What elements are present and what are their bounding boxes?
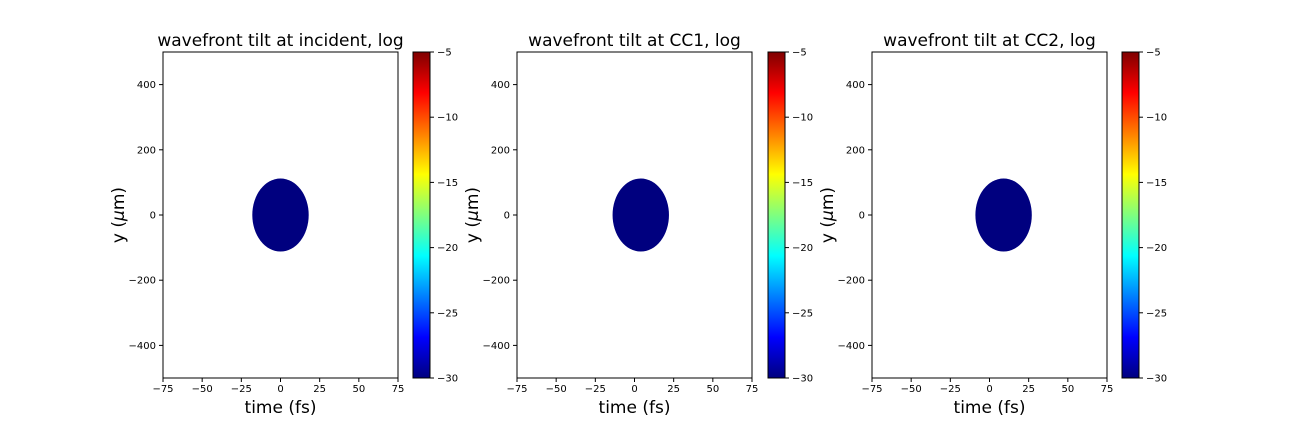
colorbar-tick-label: −15 <box>1146 178 1167 189</box>
colorbar-tick-label: −5 <box>1146 48 1161 59</box>
chart-title: wavefront tilt at incident, log <box>157 31 403 51</box>
y-tick-label: 0 <box>859 211 865 222</box>
y-tick-label: −400 <box>129 341 156 352</box>
colorbar-tick-label: −10 <box>792 113 813 124</box>
y-axis-label-unit: m) <box>109 187 129 210</box>
y-tick-label: 400 <box>137 80 156 91</box>
colorbar-tick-label: −5 <box>437 48 452 59</box>
chart-panel-2: −75 −50 −25 0 25 50 75 −400 −200 0 200 400 wavefront… <box>463 31 813 418</box>
x-tick-label: −75 <box>152 384 173 395</box>
y-tick-label: 200 <box>137 145 156 156</box>
x-tick-label: −25 <box>231 384 252 395</box>
x-tick-label: 0 <box>631 384 637 395</box>
x-tick-label: 25 <box>1022 384 1035 395</box>
colorbar-gradient <box>1122 52 1139 378</box>
y-axis-label-text: y ( <box>463 221 483 243</box>
colorbar-frame <box>767 51 786 379</box>
x-tick-label: 25 <box>667 384 680 395</box>
y-axis-label-text: y ( <box>109 221 129 243</box>
x-tick-label: 75 <box>746 384 759 395</box>
colorbar-tick-label: −25 <box>1146 308 1167 319</box>
x-tick-label: −25 <box>940 384 961 395</box>
x-tick-label: 50 <box>1061 384 1074 395</box>
x-axis-label: time (fs) <box>599 398 671 418</box>
colorbar-tick-label: −30 <box>1146 374 1167 385</box>
colorbar-frame <box>412 51 431 379</box>
colorbar-tick-label: −25 <box>437 308 458 319</box>
x-tick-label: 0 <box>277 384 283 395</box>
x-tick-label: 75 <box>1101 384 1114 395</box>
colorbar-gradient <box>768 52 785 378</box>
x-tick-label: 50 <box>706 384 719 395</box>
intensity-blob <box>612 178 669 252</box>
colorbar-tick-label: −20 <box>437 243 458 254</box>
y-tick-label: 400 <box>846 80 865 91</box>
chart-panel-1: −75 −50 −25 0 25 50 75 −400 −200 0 200 400 wavefront… <box>109 31 458 418</box>
y-axis-label-mu: μ <box>818 210 838 222</box>
x-tick-label: −50 <box>192 384 213 395</box>
chart-title: wavefront tilt at CC1, log <box>528 31 741 51</box>
colorbar-gradient <box>413 52 430 378</box>
y-tick-label: 200 <box>491 145 510 156</box>
colorbar-tick-label: −10 <box>437 113 458 124</box>
y-tick-label: 0 <box>504 211 510 222</box>
colorbar-tick-label: −20 <box>792 243 813 254</box>
intensity-blob <box>252 178 309 252</box>
colorbar-tick-label: −25 <box>792 308 813 319</box>
y-axis-label-unit: m) <box>463 187 483 210</box>
colorbar-tick-label: −10 <box>1146 113 1167 124</box>
y-axis-label: y (μm) <box>463 187 483 243</box>
colorbar-tick-label: −30 <box>437 374 458 385</box>
y-tick-label: 400 <box>491 80 510 91</box>
colorbar-tick-label: −15 <box>437 178 458 189</box>
x-tick-label: −50 <box>901 384 922 395</box>
y-tick-label: −200 <box>838 276 865 287</box>
x-tick-label: 0 <box>986 384 992 395</box>
y-axis-label-text: y ( <box>818 221 838 243</box>
colorbar-tick-label: −15 <box>792 178 813 189</box>
y-axis-label-mu: μ <box>463 210 483 222</box>
y-tick-label: −200 <box>483 276 510 287</box>
y-tick-label: −200 <box>129 276 156 287</box>
x-tick-label: −75 <box>861 384 882 395</box>
y-axis-label-unit: m) <box>818 187 838 210</box>
x-tick-label: 50 <box>352 384 365 395</box>
y-tick-label: 200 <box>846 145 865 156</box>
x-axis-label: time (fs) <box>245 398 317 418</box>
x-tick-label: −25 <box>585 384 606 395</box>
colorbar-frame <box>1121 51 1140 379</box>
y-tick-label: −400 <box>838 341 865 352</box>
intensity-blob <box>975 178 1032 252</box>
x-tick-label: −75 <box>506 384 527 395</box>
y-axis-label: y (μm) <box>109 187 129 243</box>
y-axis-label-mu: μ <box>109 210 129 222</box>
colorbar-tick-label: −5 <box>792 48 807 59</box>
x-tick-label: 75 <box>392 384 405 395</box>
chart-title: wavefront tilt at CC2, log <box>883 31 1096 51</box>
colorbar-tick-label: −30 <box>792 374 813 385</box>
x-tick-label: 25 <box>313 384 326 395</box>
y-axis-label: y (μm) <box>818 187 838 243</box>
chart-panel-3: −75 −50 −25 0 25 50 75 −400 −200 0 200 400 wavefront… <box>818 31 1167 418</box>
x-axis-label: time (fs) <box>954 398 1026 418</box>
y-tick-label: 0 <box>150 211 156 222</box>
x-tick-label: −50 <box>546 384 567 395</box>
colorbar-tick-label: −20 <box>1146 243 1167 254</box>
y-tick-label: −400 <box>483 341 510 352</box>
